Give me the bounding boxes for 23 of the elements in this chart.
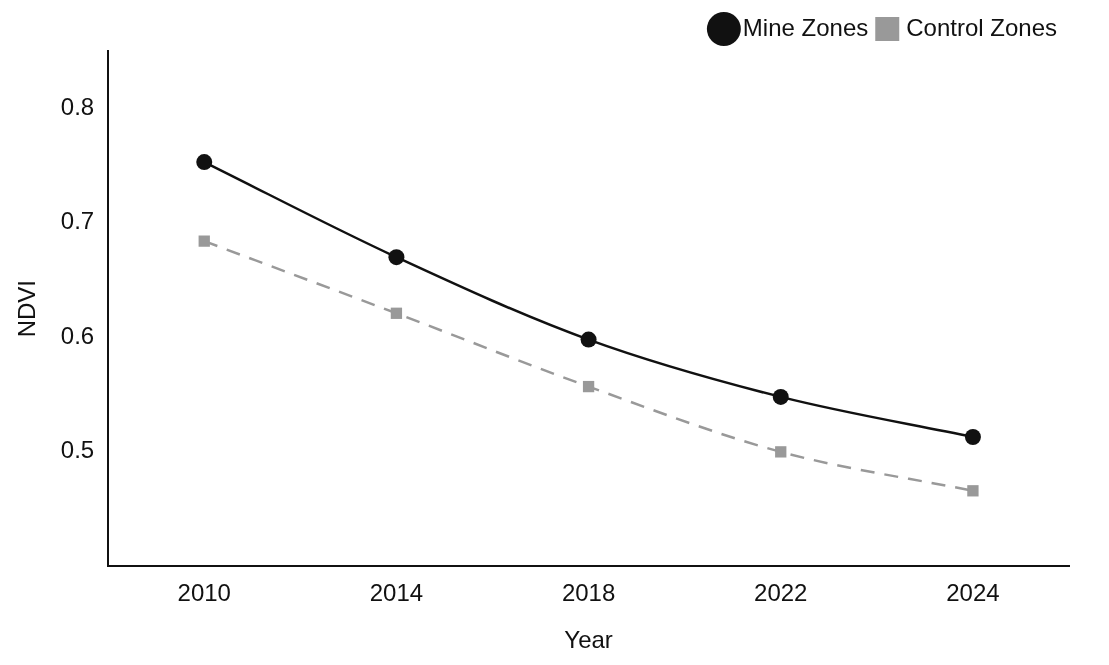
point xyxy=(964,428,981,445)
point xyxy=(582,380,595,393)
x-tick-label: 2010 xyxy=(177,579,231,607)
point xyxy=(196,154,213,171)
y-tick-label: 0.7 xyxy=(60,207,95,235)
point xyxy=(580,331,597,348)
x-tick-label: 2018 xyxy=(561,579,616,607)
y-tick-label: 0.6 xyxy=(60,321,95,349)
point xyxy=(390,307,403,319)
x-tick-label: 2022 xyxy=(754,579,808,607)
legend-label: Mine Zones xyxy=(742,13,869,41)
legend-label: Control Zones xyxy=(906,13,1058,41)
point xyxy=(198,235,210,247)
point xyxy=(775,446,787,458)
y-axis-title: NDVI xyxy=(13,280,41,338)
x-axis-title: Year xyxy=(564,626,613,654)
x-tick-label: 2014 xyxy=(369,579,424,607)
point xyxy=(388,249,405,266)
y-tick-label: 0.8 xyxy=(60,92,95,120)
point xyxy=(967,485,979,497)
x-tick-label: 2024 xyxy=(946,579,1000,607)
y-tick-label: 0.5 xyxy=(60,436,95,464)
point xyxy=(772,388,789,405)
